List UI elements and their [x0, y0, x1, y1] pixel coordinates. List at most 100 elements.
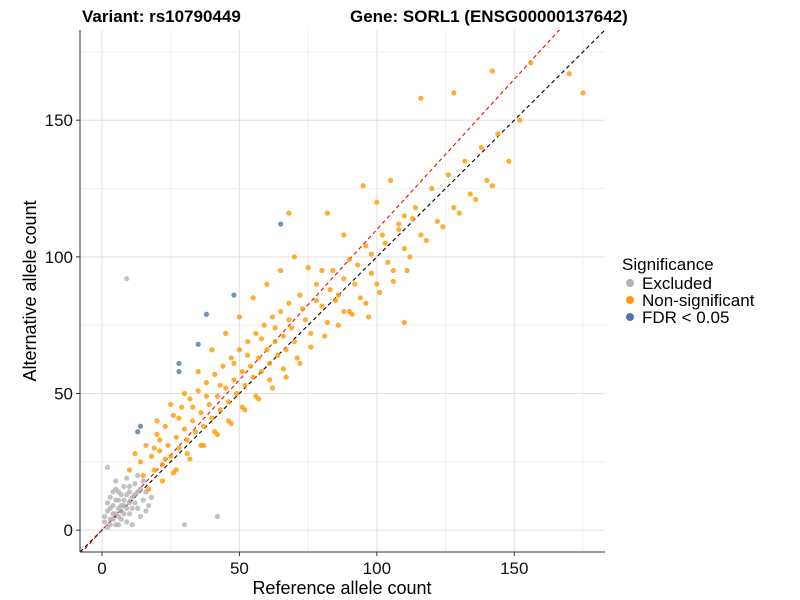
point-fdr-0-05: [195, 341, 201, 347]
point-non-significant: [198, 442, 204, 449]
point-non-significant: [401, 246, 407, 252]
point-fdr-0-05: [135, 429, 141, 435]
point-excluded: [110, 516, 116, 522]
legend-label: Non-significant: [642, 291, 755, 310]
point-non-significant: [434, 218, 440, 224]
point-non-significant: [267, 377, 273, 383]
point-non-significant: [209, 347, 215, 353]
point-non-significant: [313, 281, 319, 287]
point-non-significant: [396, 221, 402, 227]
point-non-significant: [409, 215, 416, 222]
point-non-significant: [157, 448, 163, 454]
point-excluded: [126, 483, 133, 490]
point-non-significant: [357, 295, 363, 301]
point-non-significant: [300, 306, 306, 312]
point-non-significant: [382, 240, 388, 246]
point-non-significant: [418, 95, 424, 101]
point-non-significant: [286, 317, 292, 323]
point-excluded: [115, 497, 122, 503]
point-non-significant: [272, 338, 278, 345]
point-non-significant: [341, 308, 347, 315]
y-axis-title: Alternative allele count: [20, 200, 40, 381]
point-excluded: [121, 497, 127, 503]
point-non-significant: [404, 267, 410, 274]
point-non-significant: [355, 262, 361, 268]
legend-swatch: [626, 313, 634, 321]
point-non-significant: [231, 360, 237, 367]
point-non-significant: [324, 210, 330, 216]
point-excluded: [113, 486, 119, 492]
point-non-significant: [253, 393, 259, 399]
point-non-significant: [184, 451, 190, 457]
point-excluded: [102, 513, 108, 520]
point-excluded: [113, 511, 119, 517]
data-points: [102, 60, 586, 531]
point-non-significant: [374, 199, 380, 205]
point-non-significant: [253, 330, 259, 336]
point-non-significant: [374, 281, 380, 287]
point-non-significant: [159, 478, 166, 484]
point-non-significant: [412, 205, 418, 211]
point-non-significant: [236, 314, 243, 320]
point-excluded: [135, 472, 141, 479]
point-non-significant: [165, 442, 171, 449]
point-non-significant: [206, 401, 212, 408]
point-non-significant: [187, 396, 193, 402]
point-non-significant: [308, 330, 314, 336]
point-non-significant: [168, 401, 174, 408]
point-non-significant: [423, 237, 429, 244]
chart-title-variant: Variant: rs10790449: [82, 7, 241, 26]
point-non-significant: [335, 292, 341, 298]
legend-swatch: [626, 279, 634, 287]
point-non-significant: [225, 399, 232, 405]
point-non-significant: [289, 325, 295, 331]
point-non-significant: [187, 456, 193, 462]
point-non-significant: [440, 224, 446, 230]
point-non-significant: [176, 445, 182, 451]
point-non-significant: [294, 355, 300, 361]
point-non-significant: [390, 267, 396, 274]
point-non-significant: [192, 429, 199, 435]
reference-line-1: [80, 30, 605, 552]
y-tick-label: 100: [45, 248, 73, 267]
point-excluded: [113, 478, 119, 484]
point-non-significant: [473, 196, 479, 203]
point-non-significant: [478, 144, 484, 151]
point-non-significant: [360, 183, 366, 189]
point-non-significant: [162, 456, 168, 462]
point-non-significant: [286, 210, 292, 216]
point-excluded: [148, 494, 155, 500]
point-non-significant: [209, 415, 215, 421]
point-non-significant: [495, 131, 501, 137]
point-non-significant: [137, 459, 144, 465]
point-excluded: [214, 513, 221, 520]
x-tick-label: 50: [230, 559, 249, 578]
point-non-significant: [250, 295, 256, 301]
point-non-significant: [429, 185, 435, 192]
x-tick-label: 150: [500, 559, 528, 578]
point-non-significant: [333, 297, 339, 304]
point-non-significant: [418, 232, 424, 238]
point-excluded: [124, 519, 130, 525]
point-non-significant: [140, 472, 146, 479]
point-non-significant: [280, 366, 287, 372]
point-excluded: [132, 481, 138, 487]
point-non-significant: [258, 336, 265, 342]
point-non-significant: [203, 393, 210, 399]
point-non-significant: [517, 117, 523, 123]
point-non-significant: [445, 172, 451, 178]
point-non-significant: [239, 404, 245, 410]
point-non-significant: [217, 382, 223, 388]
point-non-significant: [580, 90, 586, 96]
point-non-significant: [225, 418, 232, 424]
point-non-significant: [245, 352, 251, 358]
point-fdr-0-05: [137, 423, 144, 429]
point-excluded: [135, 505, 141, 511]
y-axis-ticks: 0 50 100 150: [45, 111, 80, 540]
y-tick-label: 0: [64, 521, 73, 540]
point-non-significant: [297, 360, 303, 367]
point-non-significant: [346, 256, 352, 263]
point-non-significant: [212, 371, 218, 377]
point-non-significant: [151, 445, 157, 451]
point-excluded: [124, 475, 130, 481]
